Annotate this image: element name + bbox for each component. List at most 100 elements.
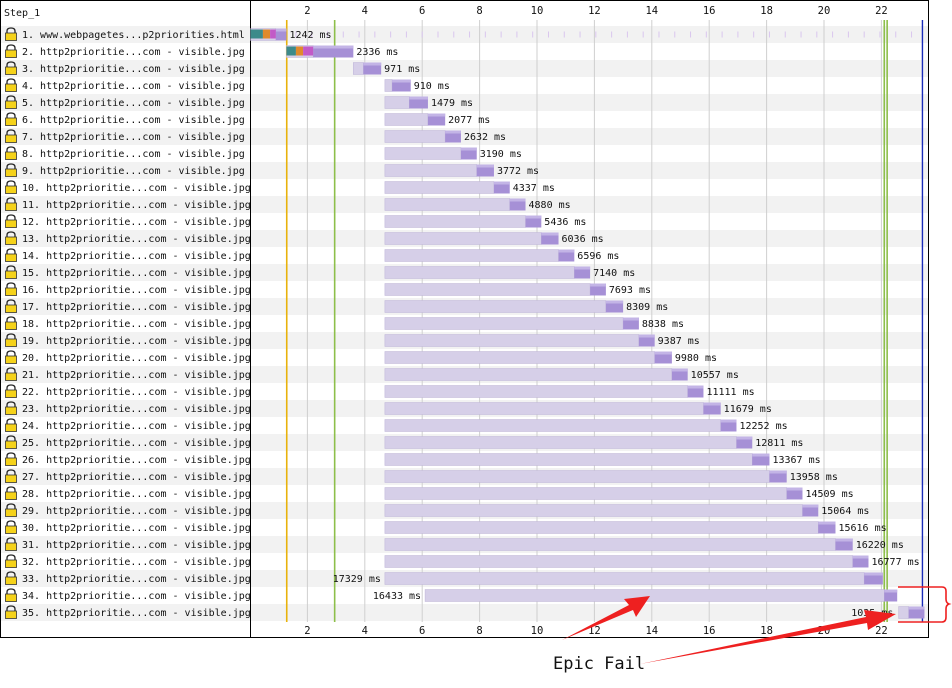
- request-wait-bar[interactable]: [384, 113, 429, 126]
- request-label[interactable]: 1. www.webpagetes...p2priorities.html: [22, 30, 245, 41]
- request-label[interactable]: 15. http2prioritie...com - visible.jpg: [22, 268, 251, 279]
- request-wait-bar[interactable]: [384, 181, 495, 194]
- lock-icon: [5, 571, 17, 585]
- request-wait-bar[interactable]: [384, 368, 673, 381]
- request-label[interactable]: 16. http2prioritie...com - visible.jpg: [22, 285, 251, 296]
- request-label[interactable]: 26. http2prioritie...com - visible.jpg: [22, 455, 251, 466]
- request-label[interactable]: 10. http2prioritie...com - visible.jpg: [22, 183, 251, 194]
- connect-segment: [262, 29, 271, 39]
- request-wait-bar[interactable]: [384, 96, 410, 109]
- request-label[interactable]: 20. http2prioritie...com - visible.jpg: [22, 353, 251, 364]
- request-label[interactable]: 3. http2prioritie...com - visible.jpg: [22, 64, 245, 75]
- request-duration: 17329 ms: [333, 574, 381, 585]
- tick-label-bottom: 14: [645, 625, 658, 637]
- request-wait-bar[interactable]: [384, 521, 819, 534]
- request-download-highlight: [908, 606, 925, 610]
- request-download-highlight: [638, 334, 655, 338]
- request-label[interactable]: 23. http2prioritie...com - visible.jpg: [22, 404, 251, 415]
- tick-label-bottom: 2: [304, 625, 310, 637]
- request-download-highlight: [884, 589, 898, 593]
- request-wait-bar[interactable]: [384, 334, 640, 347]
- request-download-bar[interactable]: [275, 28, 287, 41]
- request-wait-bar[interactable]: [384, 79, 393, 92]
- request-label[interactable]: 29. http2prioritie...com - visible.jpg: [22, 506, 251, 517]
- epic-fail-annotation: Epic Fail: [553, 586, 952, 674]
- arrow-to-row-34: [562, 596, 650, 640]
- request-label[interactable]: 35. http2prioritie...com - visible.jpg: [22, 608, 251, 619]
- request-download-highlight: [623, 317, 639, 321]
- request-label[interactable]: 2. http2prioritie...com - visible.jpg: [22, 47, 245, 58]
- request-label[interactable]: 22. http2prioritie...com - visible.jpg: [22, 387, 251, 398]
- request-label[interactable]: 14. http2prioritie...com - visible.jpg: [22, 251, 251, 262]
- request-wait-bar[interactable]: [384, 198, 510, 211]
- request-label[interactable]: 25. http2prioritie...com - visible.jpg: [22, 438, 251, 449]
- lock-icon: [5, 299, 17, 313]
- request-wait-bar[interactable]: [353, 62, 364, 75]
- request-wait-bar[interactable]: [384, 317, 624, 330]
- request-wait-bar[interactable]: [384, 436, 737, 449]
- request-label[interactable]: 18. http2prioritie...com - visible.jpg: [22, 319, 251, 330]
- request-label[interactable]: 5. http2prioritie...com - visible.jpg: [22, 98, 245, 109]
- request-wait-bar[interactable]: [898, 606, 909, 619]
- request-wait-bar[interactable]: [384, 283, 591, 296]
- request-wait-bar[interactable]: [384, 300, 607, 313]
- request-wait-bar[interactable]: [384, 164, 477, 177]
- request-wait-bar[interactable]: [384, 249, 559, 262]
- request-label[interactable]: 6. http2prioritie...com - visible.jpg: [22, 115, 245, 126]
- request-label[interactable]: 34. http2prioritie...com - visible.jpg: [22, 591, 251, 602]
- lock-icon: [5, 282, 17, 296]
- request-label[interactable]: 8. http2prioritie...com - visible.jpg: [22, 149, 245, 160]
- tick-label-top: 4: [362, 5, 368, 17]
- request-wait-bar[interactable]: [384, 215, 526, 228]
- request-label[interactable]: 31. http2prioritie...com - visible.jpg: [22, 540, 251, 551]
- request-download-highlight: [476, 164, 494, 168]
- lock-icon: [5, 401, 17, 415]
- request-wait-bar[interactable]: [384, 351, 655, 364]
- request-label[interactable]: 27. http2prioritie...com - visible.jpg: [22, 472, 251, 483]
- request-duration: 13958 ms: [790, 472, 838, 483]
- request-wait-bar[interactable]: [384, 130, 446, 143]
- request-wait-bar[interactable]: [384, 555, 853, 568]
- request-label[interactable]: 30. http2prioritie...com - visible.jpg: [22, 523, 251, 534]
- request-wait-bar[interactable]: [384, 470, 770, 483]
- request-wait-bar[interactable]: [384, 147, 462, 160]
- request-wait-bar[interactable]: [384, 385, 688, 398]
- request-download-highlight: [605, 300, 624, 304]
- row-stripe: [1, 94, 928, 111]
- request-label[interactable]: 24. http2prioritie...com - visible.jpg: [22, 421, 251, 432]
- request-bars: [250, 28, 925, 619]
- request-download-highlight: [769, 470, 787, 474]
- request-label[interactable]: 32. http2prioritie...com - visible.jpg: [22, 557, 251, 568]
- request-wait-bar[interactable]: [384, 419, 721, 432]
- request-label[interactable]: 28. http2prioritie...com - visible.jpg: [22, 489, 251, 500]
- request-duration: 13367 ms: [772, 455, 820, 466]
- request-wait-bar[interactable]: [384, 232, 542, 245]
- request-label[interactable]: 11. http2prioritie...com - visible.jpg: [22, 200, 251, 211]
- request-download-highlight: [687, 385, 704, 389]
- tick-label-bottom: 4: [362, 625, 368, 637]
- request-label[interactable]: 9. http2prioritie...com - visible.jpg: [22, 166, 245, 177]
- request-duration: 910 ms: [414, 81, 450, 92]
- request-label[interactable]: 21. http2prioritie...com - visible.jpg: [22, 370, 251, 381]
- request-wait-bar[interactable]: [384, 572, 865, 585]
- request-label[interactable]: 4. http2prioritie...com - visible.jpg: [22, 81, 245, 92]
- request-duration: 2077 ms: [448, 115, 490, 126]
- request-wait-bar[interactable]: [384, 453, 753, 466]
- request-label[interactable]: 17. http2prioritie...com - visible.jpg: [22, 302, 251, 313]
- request-wait-bar[interactable]: [384, 504, 803, 517]
- request-label[interactable]: 13. http2prioritie...com - visible.jpg: [22, 234, 251, 245]
- request-wait-bar[interactable]: [384, 266, 575, 279]
- request-label[interactable]: 12. http2prioritie...com - visible.jpg: [22, 217, 251, 228]
- request-wait-bar[interactable]: [384, 487, 787, 500]
- request-wait-bar[interactable]: [424, 589, 885, 602]
- request-label[interactable]: 19. http2prioritie...com - visible.jpg: [22, 336, 251, 347]
- request-duration: 10557 ms: [691, 370, 739, 381]
- request-label[interactable]: 33. http2prioritie...com - visible.jpg: [22, 574, 251, 585]
- step-label: Step_1: [4, 8, 40, 19]
- request-download-highlight: [786, 487, 803, 491]
- request-wait-bar[interactable]: [384, 402, 704, 415]
- ssl-segment: [303, 46, 314, 56]
- request-label[interactable]: 7. http2prioritie...com - visible.jpg: [22, 132, 245, 143]
- request-wait-bar[interactable]: [384, 538, 836, 551]
- lock-icon: [5, 163, 17, 177]
